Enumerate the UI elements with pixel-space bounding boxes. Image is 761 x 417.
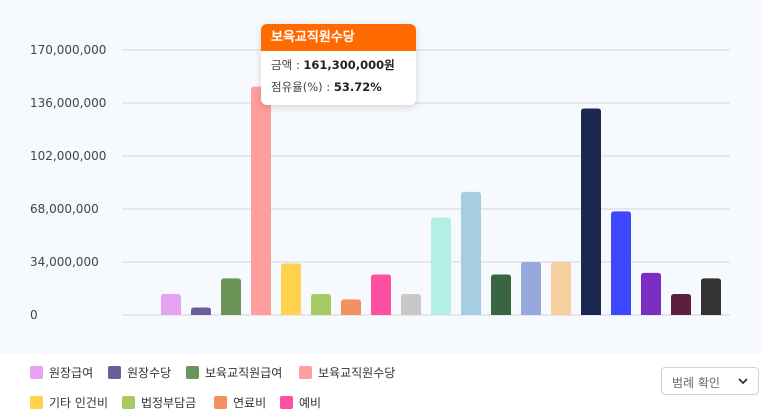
bar[interactable] xyxy=(401,293,421,315)
y-tick-label: 170,000,000 xyxy=(30,43,106,57)
legend-item[interactable]: 연료비 xyxy=(214,394,266,411)
tooltip-amount-label: 금액 xyxy=(271,58,293,72)
legend-select[interactable]: 범례 확인 xyxy=(661,367,759,395)
legend-item[interactable]: 법정부담금 xyxy=(122,394,196,411)
legend-swatch xyxy=(186,366,199,379)
legend-label: 예비 xyxy=(299,396,322,410)
y-tick-label: 68,000,000 xyxy=(30,202,99,216)
chevron-down-icon xyxy=(737,373,749,392)
bar[interactable] xyxy=(491,274,511,315)
bar[interactable] xyxy=(161,293,181,315)
tooltip-amount-value: 161,300,000원 xyxy=(303,58,395,72)
legend-item[interactable]: 원장수당 xyxy=(108,364,171,381)
tooltip-title: 보육교직원수당 xyxy=(261,24,416,51)
y-tick-label: 102,000,000 xyxy=(30,149,106,163)
legend-item[interactable]: 보육교직원수당 xyxy=(299,364,395,381)
legend-swatch xyxy=(214,396,227,409)
bar[interactable] xyxy=(521,262,541,315)
legend-label: 원장급여 xyxy=(49,366,94,380)
tooltip-share-label: 점유율(%) xyxy=(271,80,323,94)
y-tick-label: 34,000,000 xyxy=(30,255,99,269)
bar[interactable] xyxy=(251,86,271,315)
bar[interactable] xyxy=(611,211,631,315)
bar[interactable] xyxy=(191,307,211,315)
bar[interactable] xyxy=(371,274,391,315)
legend-label: 보육교직원급여 xyxy=(205,366,283,380)
tooltip-amount: 금액 : 161,300,000원 xyxy=(271,58,395,72)
tooltip: 보육교직원수당 금액 : 161,300,000원 점유율(%) : 53.72… xyxy=(261,24,416,105)
legend-swatch xyxy=(30,396,43,409)
legend-item[interactable]: 원장급여 xyxy=(30,364,93,381)
legend-label: 보육교직원수당 xyxy=(318,366,396,380)
bar[interactable] xyxy=(341,299,361,315)
legend-swatch xyxy=(280,396,293,409)
legend-select-label: 범례 확인 xyxy=(672,376,720,390)
legend-label: 원장수당 xyxy=(127,366,172,380)
bar[interactable] xyxy=(581,108,601,316)
bar[interactable] xyxy=(701,278,721,315)
legend-swatch xyxy=(108,366,121,379)
y-tick-label: 0 xyxy=(30,308,38,322)
legend-label: 법정부담금 xyxy=(141,396,197,410)
bar[interactable] xyxy=(641,272,661,315)
y-tick-label: 136,000,000 xyxy=(30,96,106,110)
legend-swatch xyxy=(30,366,43,379)
bar[interactable] xyxy=(551,262,571,315)
bar-chart: 0 34,000,000 68,000,000 102,000,000 136,000,… xyxy=(30,43,730,322)
tooltip-share: 점유율(%) : 53.72% xyxy=(271,80,382,94)
legend-item[interactable]: 보육교직원급여 xyxy=(186,364,282,381)
legend-swatch xyxy=(299,366,312,379)
bar[interactable] xyxy=(281,263,301,315)
bar[interactable] xyxy=(431,217,451,315)
legend-label: 연료비 xyxy=(233,396,267,410)
bar[interactable] xyxy=(311,293,331,315)
legend-item[interactable]: 기타 인건비 xyxy=(30,394,108,411)
legend-swatch xyxy=(122,396,135,409)
bar[interactable] xyxy=(671,293,691,315)
bar[interactable] xyxy=(221,278,241,315)
bar[interactable] xyxy=(461,191,481,315)
legend-item[interactable]: 예비 xyxy=(280,394,321,411)
tooltip-share-value: 53.72% xyxy=(333,80,382,94)
legend-label: 기타 인건비 xyxy=(49,396,109,410)
